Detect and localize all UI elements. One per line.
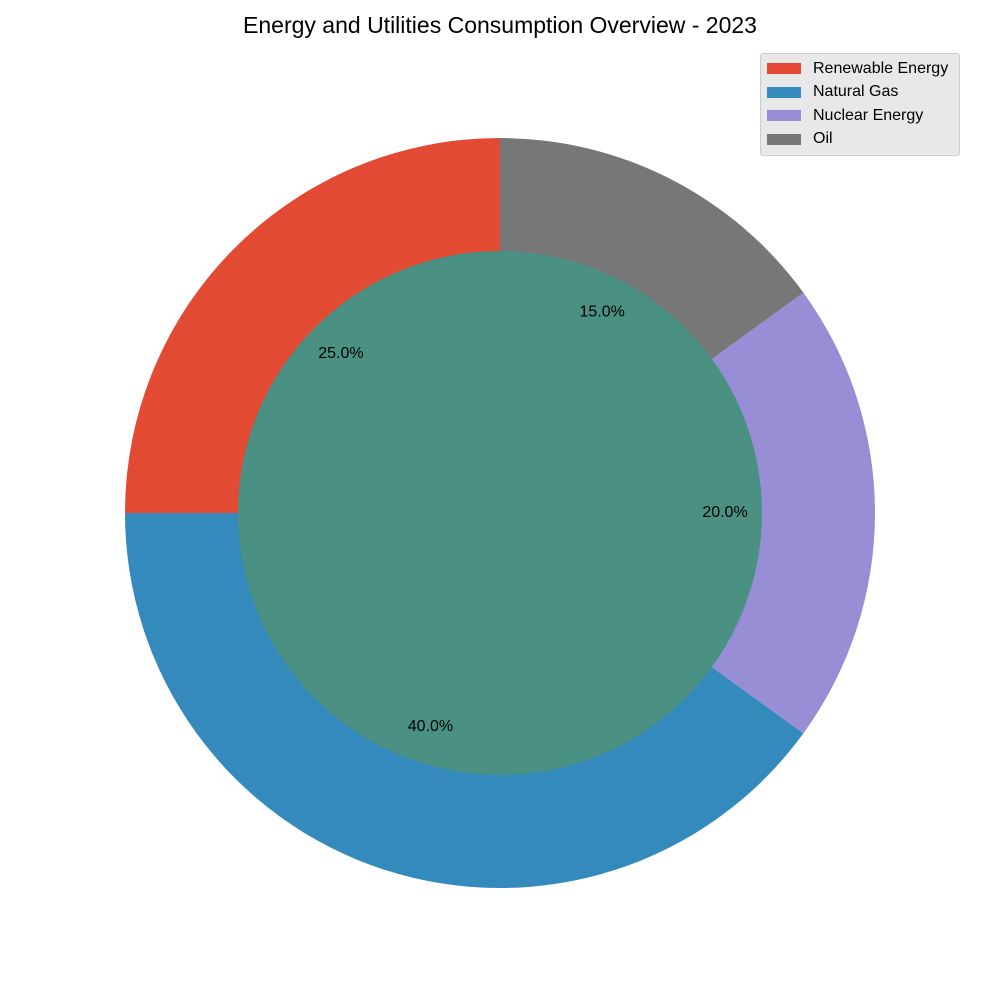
legend-swatch: [767, 86, 801, 98]
legend-swatch: [767, 110, 801, 122]
slice-percent-label: 15.0%: [579, 304, 624, 321]
slice-percent-label: 25.0%: [318, 345, 363, 362]
donut-center: [238, 251, 762, 775]
legend-item: Oil: [767, 128, 951, 152]
legend-label: Natural Gas: [813, 83, 899, 101]
legend-label: Oil: [813, 130, 833, 148]
legend-item: Nuclear Energy: [767, 104, 951, 128]
legend-swatch: [767, 133, 801, 145]
slice-percent-label: 40.0%: [408, 718, 453, 735]
legend: Renewable Energy Natural Gas Nuclear Energ…: [760, 53, 960, 156]
percentage-labels: 25.0% 40.0% 20.0% 15.0%: [318, 304, 747, 735]
legend-swatch: [767, 63, 801, 75]
legend-item: Natural Gas: [767, 81, 951, 105]
legend-item: Renewable Energy: [767, 57, 951, 81]
chart-title: Energy and Utilities Consumption Overvie…: [243, 12, 757, 38]
legend-label: Renewable Energy: [813, 59, 949, 77]
legend-label: Nuclear Energy: [813, 106, 924, 124]
slice-percent-label: 20.0%: [702, 504, 747, 521]
